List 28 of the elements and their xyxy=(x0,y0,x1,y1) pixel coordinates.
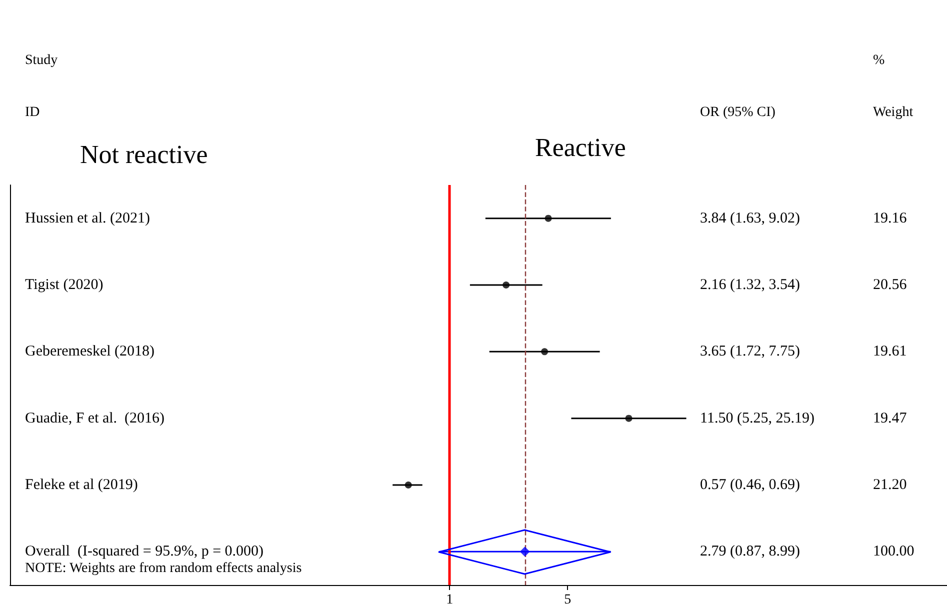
annotation: 2.79 (0.87, 8.99) xyxy=(700,544,800,560)
annotation: 100.00 xyxy=(873,544,914,560)
x-tick-label: 5 xyxy=(564,592,572,608)
y-tick-label: Tigist (2020) xyxy=(25,277,104,293)
annotation: NOTE: Weights are from random effects analysis xyxy=(25,561,302,576)
annotation: 3.84 (1.63, 9.02) xyxy=(700,210,800,226)
text: ID xyxy=(25,105,40,120)
annotation: 19.61 xyxy=(873,344,907,360)
annotation: 19.16 xyxy=(873,210,908,226)
annotation: 20.56 xyxy=(873,277,908,293)
y-tick-label: Hussien et al. (2021) xyxy=(25,210,150,226)
annotation: 19.47 xyxy=(873,410,908,426)
annotation: 3.65 (1.72, 7.75) xyxy=(700,344,800,360)
annotation: 11.50 (5.25, 25.19) xyxy=(700,410,814,426)
y-tick-label: Geberemeskel (2018) xyxy=(25,344,155,360)
x-tick-label: 1 xyxy=(446,592,454,608)
text: Reactive xyxy=(535,132,626,162)
text: OR (95% CI) xyxy=(700,105,776,120)
text: Not reactive xyxy=(80,140,208,169)
text: % xyxy=(873,53,885,68)
y-tick-label: Overall (I-squared = 95.9%, p = 0.000) xyxy=(25,544,264,560)
annotation: 21.20 xyxy=(873,477,907,493)
y-tick-label: Feleke et al (2019) xyxy=(25,477,138,493)
text: Study xyxy=(25,53,58,68)
y-tick-label: Guadie, F et al. (2016) xyxy=(25,410,165,426)
text: Weight xyxy=(873,105,914,120)
annotation: 2.16 (1.32, 3.54) xyxy=(700,277,800,293)
annotation: 0.57 (0.46, 0.69) xyxy=(700,477,800,493)
